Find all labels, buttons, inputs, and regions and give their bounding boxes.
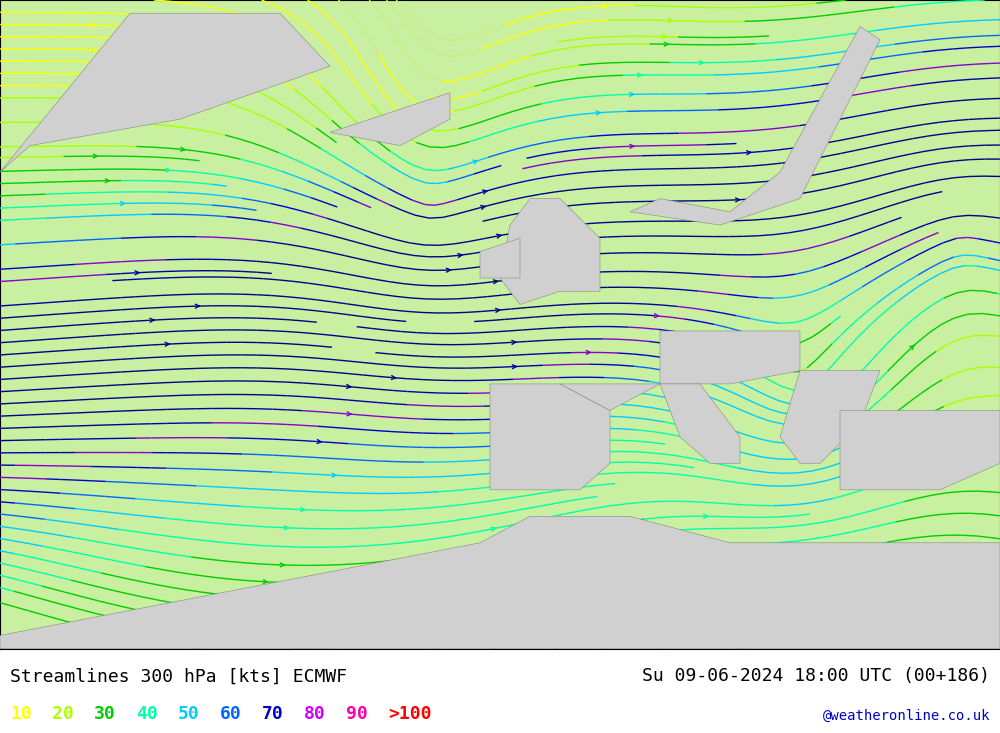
FancyArrowPatch shape (704, 515, 708, 518)
FancyArrowPatch shape (497, 568, 501, 572)
FancyArrowPatch shape (169, 627, 173, 631)
FancyArrowPatch shape (446, 268, 451, 272)
Text: 20: 20 (52, 705, 74, 723)
Polygon shape (330, 92, 450, 146)
FancyArrowPatch shape (280, 563, 285, 567)
FancyArrowPatch shape (512, 365, 516, 369)
FancyArrowPatch shape (120, 202, 124, 205)
FancyArrowPatch shape (747, 151, 751, 155)
FancyArrowPatch shape (481, 205, 485, 210)
FancyArrowPatch shape (391, 375, 396, 380)
FancyArrowPatch shape (301, 508, 305, 512)
Text: @weatheronline.co.uk: @weatheronline.co.uk (822, 709, 990, 723)
FancyArrowPatch shape (491, 527, 496, 531)
Polygon shape (840, 410, 1000, 490)
FancyArrowPatch shape (736, 198, 740, 202)
FancyArrowPatch shape (498, 430, 502, 435)
FancyArrowPatch shape (165, 65, 170, 68)
FancyArrowPatch shape (767, 600, 772, 603)
FancyArrowPatch shape (586, 350, 590, 354)
Polygon shape (480, 238, 520, 278)
Text: 90: 90 (346, 705, 368, 723)
Text: 80: 80 (304, 705, 326, 723)
FancyArrowPatch shape (317, 440, 321, 443)
FancyArrowPatch shape (284, 526, 288, 530)
FancyArrowPatch shape (604, 4, 608, 8)
FancyArrowPatch shape (195, 304, 199, 308)
FancyArrowPatch shape (496, 309, 500, 312)
FancyArrowPatch shape (150, 318, 154, 323)
FancyArrowPatch shape (822, 622, 827, 625)
FancyArrowPatch shape (493, 280, 498, 284)
Text: Su 09-06-2024 18:00 UTC (00+186): Su 09-06-2024 18:00 UTC (00+186) (642, 667, 990, 685)
Polygon shape (500, 199, 600, 304)
FancyArrowPatch shape (181, 147, 185, 151)
Text: 10: 10 (10, 705, 32, 723)
FancyArrowPatch shape (635, 577, 639, 581)
FancyArrowPatch shape (239, 12, 244, 16)
FancyArrowPatch shape (332, 474, 336, 477)
FancyArrowPatch shape (910, 345, 915, 350)
FancyArrowPatch shape (787, 610, 791, 614)
FancyArrowPatch shape (662, 34, 666, 39)
Polygon shape (630, 26, 880, 225)
FancyArrowPatch shape (668, 18, 672, 23)
FancyArrowPatch shape (654, 314, 659, 317)
FancyArrowPatch shape (90, 96, 94, 100)
FancyArrowPatch shape (90, 72, 94, 76)
FancyArrowPatch shape (248, 60, 253, 64)
Polygon shape (0, 516, 1000, 649)
Polygon shape (660, 384, 740, 463)
FancyArrowPatch shape (473, 161, 478, 164)
FancyArrowPatch shape (165, 342, 169, 346)
FancyArrowPatch shape (93, 154, 97, 158)
FancyArrowPatch shape (483, 190, 487, 194)
FancyArrowPatch shape (90, 23, 94, 27)
Text: >100: >100 (388, 705, 432, 723)
FancyArrowPatch shape (497, 234, 501, 238)
FancyArrowPatch shape (347, 385, 351, 388)
Text: 50: 50 (178, 705, 200, 723)
FancyArrowPatch shape (347, 412, 351, 416)
FancyArrowPatch shape (497, 485, 502, 488)
Polygon shape (780, 371, 880, 463)
Text: Streamlines 300 hPa [kts] ECMWF: Streamlines 300 hPa [kts] ECMWF (10, 667, 347, 685)
FancyArrowPatch shape (630, 144, 634, 148)
FancyArrowPatch shape (596, 111, 600, 115)
FancyArrowPatch shape (97, 627, 101, 631)
FancyArrowPatch shape (733, 543, 737, 548)
Text: 30: 30 (94, 705, 116, 723)
FancyArrowPatch shape (699, 61, 704, 65)
FancyArrowPatch shape (105, 179, 109, 183)
Polygon shape (0, 13, 330, 172)
FancyArrowPatch shape (458, 254, 462, 257)
FancyArrowPatch shape (263, 580, 267, 583)
FancyArrowPatch shape (135, 271, 139, 275)
Polygon shape (490, 384, 610, 490)
FancyArrowPatch shape (516, 292, 521, 295)
FancyArrowPatch shape (664, 43, 668, 46)
FancyArrowPatch shape (498, 404, 502, 408)
FancyArrowPatch shape (512, 340, 516, 345)
FancyArrowPatch shape (731, 588, 736, 592)
Text: 60: 60 (220, 705, 242, 723)
FancyArrowPatch shape (166, 168, 170, 172)
FancyArrowPatch shape (857, 633, 861, 637)
FancyArrowPatch shape (305, 611, 309, 616)
FancyArrowPatch shape (597, 603, 602, 606)
Polygon shape (560, 331, 800, 410)
FancyArrowPatch shape (687, 331, 691, 336)
FancyArrowPatch shape (638, 73, 642, 77)
FancyArrowPatch shape (498, 457, 503, 461)
Text: 40: 40 (136, 705, 158, 723)
Text: 70: 70 (262, 705, 284, 723)
FancyArrowPatch shape (214, 621, 218, 625)
FancyArrowPatch shape (630, 92, 634, 96)
FancyArrowPatch shape (90, 48, 94, 51)
